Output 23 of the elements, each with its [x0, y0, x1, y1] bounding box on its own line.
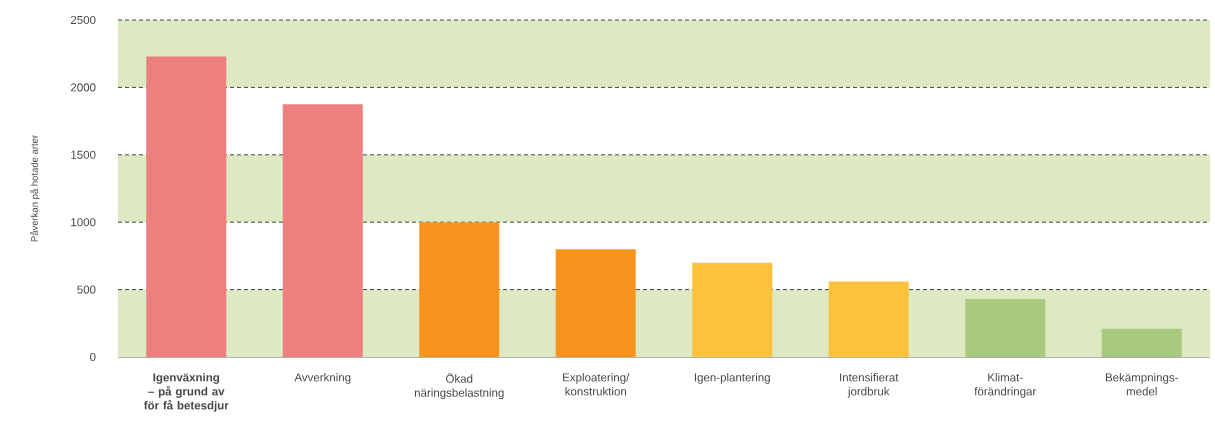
- bar: [282, 104, 363, 357]
- bar: [692, 262, 773, 357]
- y-tick-label: 2500: [70, 15, 96, 25]
- bar: [828, 281, 909, 357]
- y-tick-label: 500: [77, 285, 96, 294]
- x-tick-label: Bekämpnings-medel: [1105, 373, 1178, 396]
- y-tick-label: 0: [90, 352, 96, 362]
- y-tick-label: 1000: [71, 218, 96, 227]
- x-tick-label: Ökad näringsbelastning: [414, 373, 504, 400]
- x-tick-label: Avverkning: [294, 373, 351, 384]
- bar: [965, 299, 1046, 357]
- bar: [419, 222, 500, 357]
- x-tick-label: Igen-plantering: [694, 373, 770, 384]
- bar: [146, 56, 227, 357]
- y-axis-title: Påverkan på hotade arter: [30, 135, 40, 242]
- x-tick-label: Exploatering/ konstruktion: [563, 373, 630, 396]
- bar: [555, 249, 636, 357]
- x-tick-label: Klimat-förändringar: [974, 373, 1037, 398]
- y-tick-label: 2000: [70, 83, 96, 92]
- x-tick-label: Intensifierat jordbruk: [840, 373, 899, 398]
- y-tick-label: 1500: [71, 150, 96, 159]
- x-tick-label: Igenväxning – på grund av för få betesdjur: [143, 373, 229, 412]
- bar: [1101, 328, 1182, 357]
